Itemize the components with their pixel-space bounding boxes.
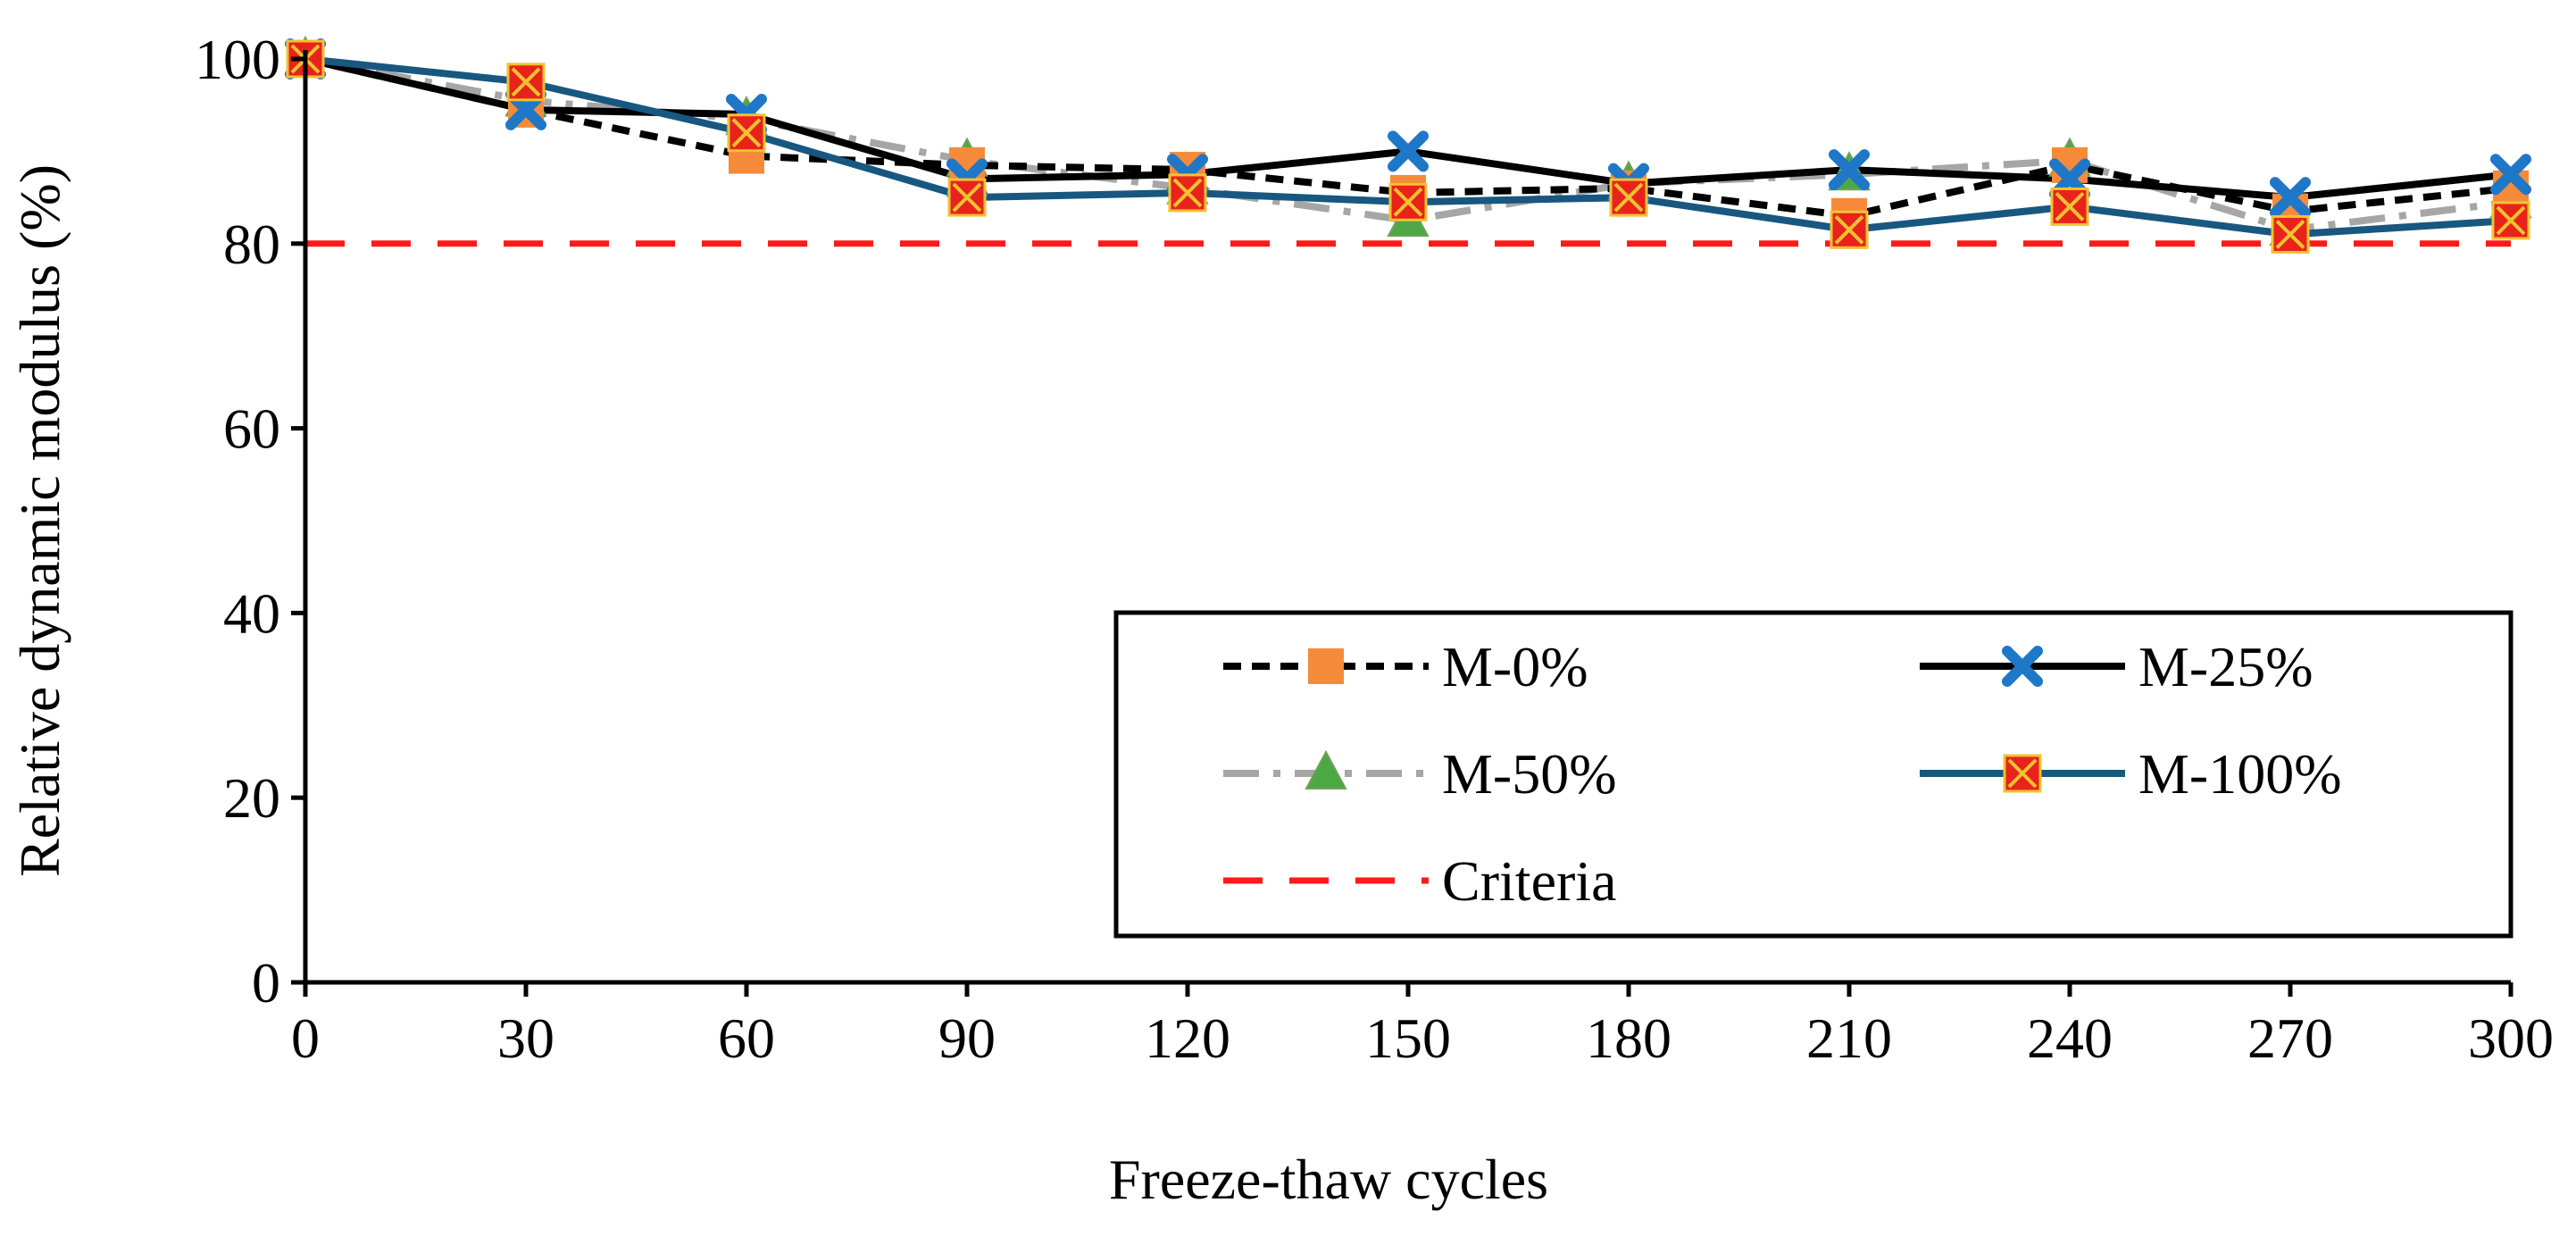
point-m-100pct-90: [947, 178, 987, 217]
y-tick-label-40: 40: [223, 581, 280, 645]
point-m-100pct-300-cross: [2496, 205, 2526, 236]
x-tick-label-90: 90: [938, 1006, 996, 1070]
x-tick-label-60: 60: [718, 1006, 775, 1070]
legend-item-m-0pct: M-0%: [1223, 635, 1588, 698]
legend-marker-m-100pct: [2003, 754, 2042, 793]
point-m-100pct-60-cross: [731, 118, 762, 148]
legend-label-m-100pct: M-100%: [2138, 742, 2342, 806]
point-m-100pct-270: [2271, 214, 2310, 254]
point-m-100pct-300: [2491, 201, 2530, 240]
point-m-100pct-150: [1388, 182, 1428, 221]
x-tick-label-30: 30: [497, 1006, 554, 1070]
legend-label-m-0pct: M-0%: [1442, 635, 1588, 698]
legend-label-criteria: Criteria: [1442, 849, 1616, 913]
point-m-100pct-120-cross: [1172, 178, 1203, 208]
point-m-100pct-240-cross: [2055, 192, 2085, 221]
x-axis-label: Freeze-thaw cycles: [1109, 1148, 1548, 1211]
x-tick-label-180: 180: [1586, 1006, 1671, 1070]
axes: 0 20 40 60 80 100 0 30 60 90 120 150 180 210 240 270 300: [195, 28, 2554, 1070]
series-layer: [284, 35, 2532, 254]
legend-marker-m-25pct: [2002, 646, 2043, 687]
point-m-100pct-180-cross: [1613, 182, 1644, 213]
x-tick-label-210: 210: [1806, 1006, 1892, 1070]
y-tick-label-100: 100: [195, 28, 280, 91]
legend-marker-m-50pct: [1305, 749, 1347, 789]
legend-marker-m-0pct: [1308, 648, 1344, 684]
y-tick-label-0: 0: [252, 951, 280, 1015]
point-m-100pct-180: [1609, 178, 1648, 217]
x-tick-label-150: 150: [1365, 1006, 1451, 1070]
legend-label-m-25pct: M-25%: [2138, 635, 2313, 698]
markers-m-100pct: [286, 39, 2530, 254]
legend-label-m-50pct: M-50%: [1442, 742, 1617, 806]
point-m-25pct-150: [1388, 130, 1429, 172]
legend: M-0% M-25% M-50% M-100% Criteria: [1113, 610, 2513, 939]
point-m-100pct-240: [2050, 187, 2089, 226]
point-m-25pct-270: [2270, 177, 2311, 219]
point-m-100pct-30-cross: [511, 67, 541, 97]
point-m-100pct-120: [1168, 173, 1207, 213]
point-m-100pct-90-cross: [952, 182, 982, 213]
y-tick-label-20: 20: [223, 766, 280, 830]
y-tick-label-80: 80: [223, 213, 280, 276]
x-tick-label-270: 270: [2247, 1006, 2333, 1070]
point-m-100pct-60: [727, 113, 766, 153]
legend-marker-m-100pct-cross: [2007, 758, 2038, 789]
x-tick-label-240: 240: [2027, 1006, 2113, 1070]
point-m-25pct-210: [1829, 149, 1870, 191]
legend-item-m-25pct: M-25%: [1920, 635, 2313, 698]
y-axis-label: Relative dynamic modulus (%): [8, 164, 71, 877]
legend-item-m-50pct: M-50%: [1223, 742, 1617, 806]
x-tick-label-0: 0: [291, 1006, 320, 1070]
x-tick-label-120: 120: [1145, 1006, 1230, 1070]
point-m-100pct-30: [506, 63, 546, 102]
point-m-25pct-300: [2490, 154, 2531, 196]
point-m-100pct-150-cross: [1393, 187, 1423, 217]
point-m-100pct-210: [1830, 210, 1869, 249]
point-m-100pct-210-cross: [1834, 214, 1864, 245]
legend-item-m-100pct: M-100%: [1920, 742, 2342, 806]
legend-item-criteria: Criteria: [1223, 849, 1616, 913]
point-m-100pct-270-cross: [2275, 220, 2305, 249]
y-tick-label-60: 60: [223, 397, 280, 461]
x-tick-label-300: 300: [2468, 1006, 2554, 1070]
